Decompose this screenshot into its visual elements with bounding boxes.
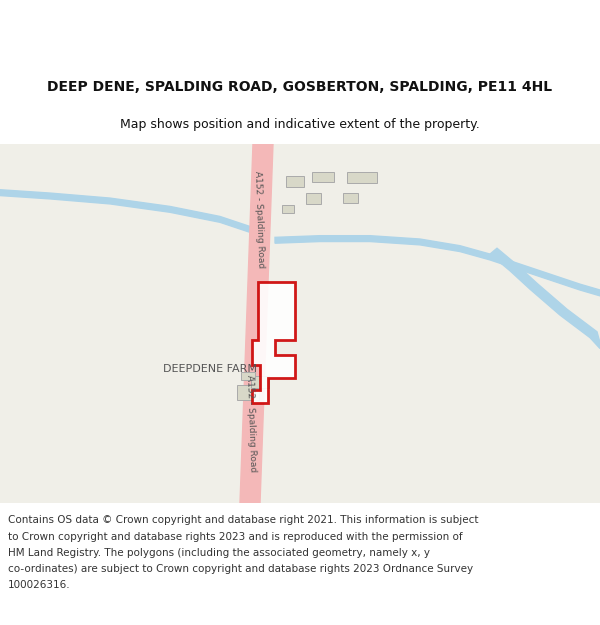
Bar: [305, 192, 320, 204]
Text: A152 - Spalding Road: A152 - Spalding Road: [245, 375, 257, 472]
Bar: [312, 172, 334, 182]
Bar: [343, 193, 358, 203]
Text: Map shows position and indicative extent of the property.: Map shows position and indicative extent…: [120, 118, 480, 131]
Bar: [347, 172, 377, 182]
Bar: [286, 176, 304, 187]
Text: DEEP DENE, SPALDING ROAD, GOSBERTON, SPALDING, PE11 4HL: DEEP DENE, SPALDING ROAD, GOSBERTON, SPA…: [47, 81, 553, 94]
Bar: [241, 372, 255, 380]
Bar: [282, 205, 294, 213]
Bar: [237, 385, 259, 401]
Polygon shape: [275, 236, 600, 296]
Text: A152 - Spalding Road: A152 - Spalding Road: [253, 170, 265, 268]
Polygon shape: [240, 144, 273, 503]
Polygon shape: [490, 248, 600, 349]
Text: Contains OS data © Crown copyright and database right 2021. This information is : Contains OS data © Crown copyright and d…: [8, 515, 479, 525]
Text: to Crown copyright and database rights 2023 and is reproduced with the permissio: to Crown copyright and database rights 2…: [8, 531, 463, 541]
Polygon shape: [252, 282, 295, 403]
Text: co-ordinates) are subject to Crown copyright and database rights 2023 Ordnance S: co-ordinates) are subject to Crown copyr…: [8, 564, 473, 574]
Bar: [251, 376, 269, 388]
Text: 100026316.: 100026316.: [8, 580, 71, 590]
Text: DEEPDENE FARM: DEEPDENE FARM: [163, 364, 257, 374]
Text: HM Land Registry. The polygons (including the associated geometry, namely x, y: HM Land Registry. The polygons (includin…: [8, 548, 430, 558]
Polygon shape: [0, 190, 255, 234]
